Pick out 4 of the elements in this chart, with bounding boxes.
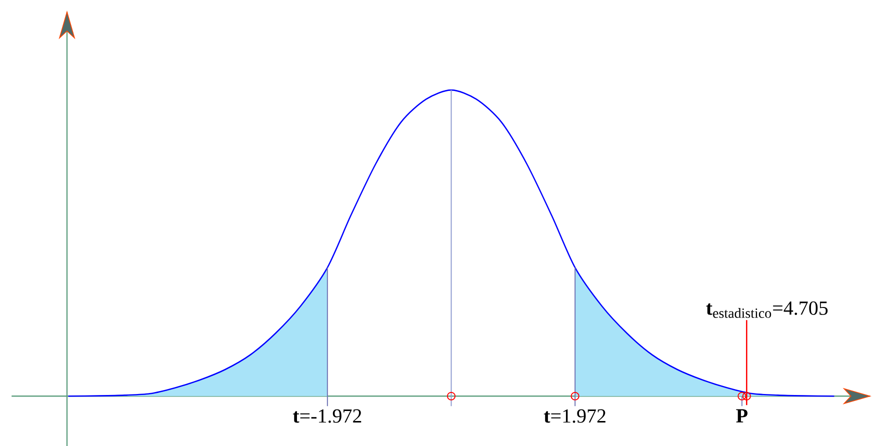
x-tick-label: t=1.972: [544, 409, 606, 423]
x-tick-label: t=-1.972: [292, 409, 362, 423]
ref-line-label: $\text{\textbf{t}}_{\text{estadistico}}\text{=4.705}$: [706, 301, 828, 318]
annotation: P: [736, 409, 748, 422]
